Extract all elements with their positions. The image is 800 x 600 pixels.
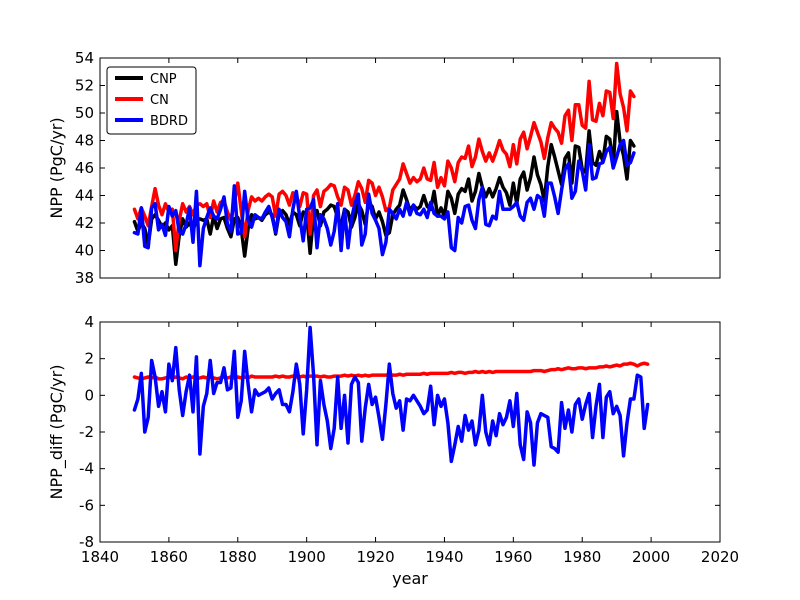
legend: CNP CN BDRD	[106, 66, 197, 135]
top-ytick-label: 46	[75, 159, 94, 177]
top-series-line-cn	[132, 61, 636, 253]
top-ytick-label: 54	[75, 49, 94, 67]
top-series-line-bdrd	[132, 138, 636, 268]
top-ytick-label: 50	[75, 104, 94, 122]
bottom-subplot: 1840 1860 1880 1900 1920 1940 1960 1980 2000 2020…	[47, 313, 739, 588]
bottom-series-line-bdrd-cnp	[132, 325, 650, 467]
bottom-xtick-label: 1940	[425, 548, 463, 566]
top-series-line-cnp	[132, 109, 636, 266]
legend-label-cn: CN	[150, 93, 169, 108]
legend-box	[106, 66, 197, 135]
bottom-ytick-label: 4	[84, 313, 94, 331]
bottom-ytick-label: 2	[84, 350, 94, 368]
bottom-xtick-label: 1980	[563, 548, 601, 566]
bottom-xtick-label: 2000	[632, 548, 670, 566]
bottom-ytick-label: -8	[79, 533, 94, 551]
bottom-ticks: 1840 1860 1880 1900 1920 1940 1960 1980 2000 2020…	[79, 313, 739, 566]
bottom-ytick-label: -2	[79, 423, 94, 441]
top-ytick-label: 42	[75, 214, 94, 232]
top-ytick-label: 44	[75, 187, 94, 205]
bottom-ytick-label: -6	[79, 496, 94, 514]
bottom-xtick-label: 1920	[356, 548, 394, 566]
bottom-xtick-label: 2020	[701, 548, 739, 566]
bottom-xtick-label: 1880	[219, 548, 257, 566]
bottom-xtick-label: 1860	[150, 548, 188, 566]
bottom-ylabel: NPP_diff (PgC/yr)	[47, 365, 67, 500]
bottom-xtick-label: 1840	[81, 548, 119, 566]
top-series-group	[132, 61, 636, 268]
top-ytick-label: 52	[75, 77, 94, 95]
bottom-ytick-label: 0	[84, 386, 94, 404]
bottom-xtick-label: 1960	[494, 548, 532, 566]
legend-label-bdrd: BDRD	[150, 114, 188, 129]
bottom-series-group	[132, 325, 650, 467]
bottom-xlabel: year	[392, 569, 428, 588]
top-ytick-label: 48	[75, 132, 94, 150]
top-subplot: 38 40 42 44 46 48 50 52 54 NPP (PgC/yr) CNP CN B…	[47, 49, 721, 287]
bottom-ytick-label: -4	[79, 460, 94, 478]
top-ytick-label: 38	[75, 269, 94, 287]
top-ticks: 38 40 42 44 46 48 50 52 54	[75, 49, 721, 287]
top-ytick-label: 40	[75, 242, 94, 260]
bottom-xtick-label: 1900	[288, 548, 326, 566]
legend-label-cnp: CNP	[150, 72, 177, 87]
top-ylabel: NPP (PgC/yr)	[47, 117, 66, 218]
